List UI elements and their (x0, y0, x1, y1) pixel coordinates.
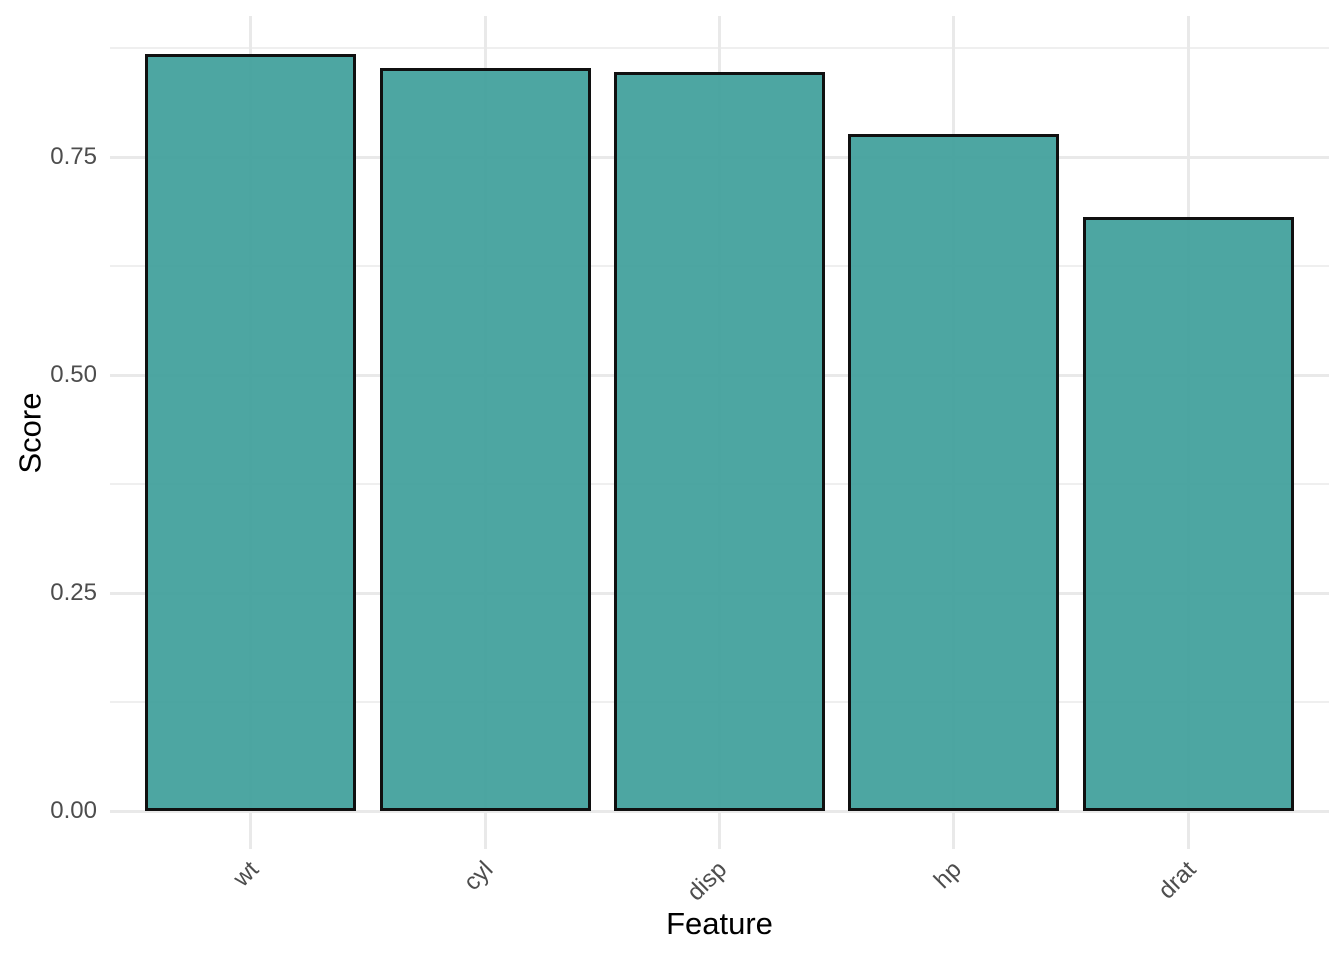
x-tick-label-cyl: cyl (458, 856, 499, 896)
bar-drat (1082, 217, 1294, 811)
x-tick-label-hp: hp (929, 856, 968, 894)
plot-panel (110, 16, 1329, 849)
bar-disp (614, 71, 825, 811)
x-axis-title: Feature (666, 906, 773, 941)
y-tick-label-0.50: 0.50 (50, 361, 97, 388)
x-tick-label-disp: disp (682, 856, 733, 907)
x-tick-label-drat: drat (1153, 856, 1202, 905)
y-tick-label-0.00: 0.00 (50, 797, 97, 824)
y-axis-title: Score (12, 392, 48, 473)
y-tick-label-0.25: 0.25 (50, 579, 97, 606)
bar-hp (848, 134, 1060, 811)
bar-cyl (379, 68, 591, 811)
bar-wt (145, 54, 357, 811)
y-tick-label-0.75: 0.75 (50, 143, 97, 170)
x-tick-label-wt: wt (227, 856, 264, 893)
y-axis-title-wrap: Score (8, 16, 52, 849)
